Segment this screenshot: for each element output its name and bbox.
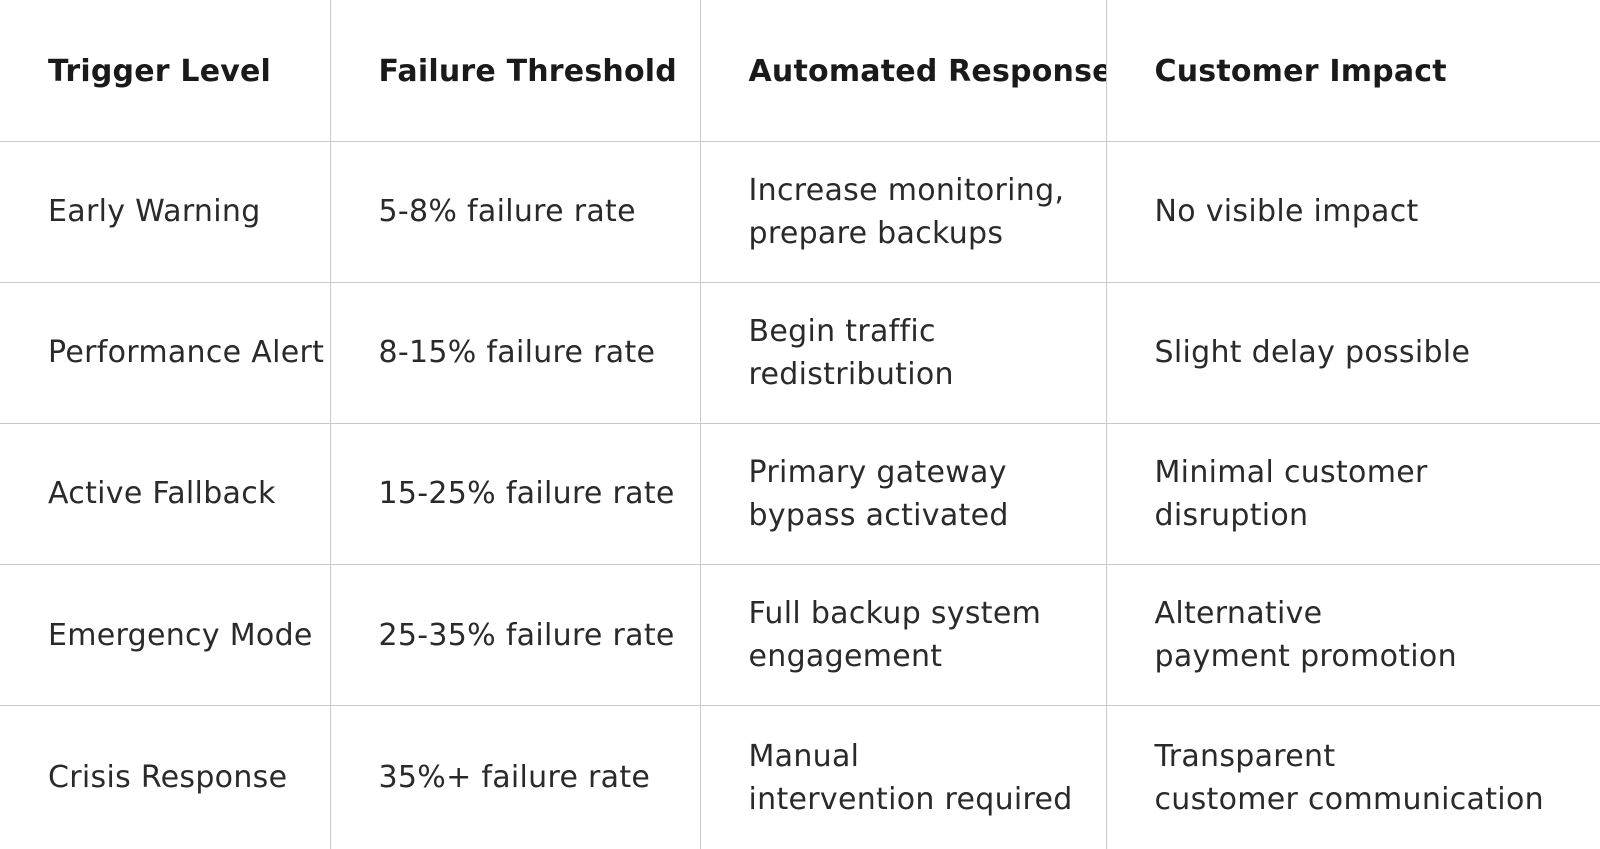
failure-threshold-cell: 5-8% failure rate <box>329 140 701 283</box>
customer-impact-line: Slight delay possible <box>1154 335 1471 371</box>
table-row: Active Fallback 15-25% failure rate Prim… <box>0 422 1600 566</box>
header-automated-response: Automated Response <box>699 0 1107 142</box>
automated-response-line: bypass activated <box>748 497 1009 533</box>
automated-response-cell: Increase monitoring, prepare backups <box>699 140 1107 283</box>
failure-threshold-cell: 8-15% failure rate <box>329 281 701 424</box>
header-failure-threshold: Failure Threshold <box>329 0 701 142</box>
customer-impact-cell: Transparent customer communication <box>1105 705 1600 849</box>
customer-impact-cell: Slight delay possible <box>1105 281 1600 424</box>
customer-impact-line: Minimal customer <box>1154 454 1428 490</box>
customer-impact-line: No visible impact <box>1154 194 1419 230</box>
customer-impact-line: disruption <box>1154 497 1309 533</box>
customer-impact-line: customer communication <box>1154 781 1544 817</box>
trigger-level-cell: Early Warning <box>0 140 331 283</box>
table-row: Performance Alert 8-15% failure rate Beg… <box>0 281 1600 424</box>
failure-threshold-cell: 15-25% failure rate <box>329 422 701 566</box>
automated-response-line: Primary gateway <box>748 454 1007 490</box>
automated-response-cell: Manual intervention required <box>699 705 1107 849</box>
automated-response-line: redistribution <box>748 356 954 392</box>
automated-response-line: engagement <box>748 639 943 675</box>
customer-impact-cell: Alternative payment promotion <box>1105 564 1600 707</box>
automated-response-line: Manual <box>748 738 860 774</box>
automated-response-line: intervention required <box>748 781 1073 817</box>
automated-response-line: Increase monitoring, <box>748 172 1065 208</box>
automated-response-cell: Primary gateway bypass activated <box>699 422 1107 566</box>
trigger-level-cell: Crisis Response <box>0 705 331 849</box>
customer-impact-line: Transparent <box>1154 738 1336 774</box>
table-row: Crisis Response 35%+ failure rate Manual… <box>0 705 1600 849</box>
trigger-level-cell: Active Fallback <box>0 422 331 566</box>
customer-impact-line: payment promotion <box>1154 639 1457 675</box>
table-row: Emergency Mode 25-35% failure rate Full … <box>0 564 1600 707</box>
trigger-level-cell: Emergency Mode <box>0 564 331 707</box>
header-customer-impact: Customer Impact <box>1105 0 1600 142</box>
automated-response-cell: Begin traffic redistribution <box>699 281 1107 424</box>
failure-threshold-cell: 25-35% failure rate <box>329 564 701 707</box>
table-row: Early Warning 5-8% failure rate Increase… <box>0 140 1600 283</box>
customer-impact-line: Alternative <box>1154 596 1323 632</box>
automated-response-line: prepare backups <box>748 215 1004 251</box>
automated-response-line: Begin traffic <box>748 313 936 349</box>
table-header-row: Trigger Level Failure Threshold Automate… <box>0 0 1600 142</box>
failure-threshold-cell: 35%+ failure rate <box>329 705 701 849</box>
customer-impact-cell: Minimal customer disruption <box>1105 422 1600 566</box>
automated-response-line: Full backup system <box>748 596 1042 632</box>
trigger-level-cell: Performance Alert <box>0 281 331 424</box>
automated-response-cell: Full backup system engagement <box>699 564 1107 707</box>
customer-impact-cell: No visible impact <box>1105 140 1600 283</box>
header-trigger-level: Trigger Level <box>0 0 331 142</box>
